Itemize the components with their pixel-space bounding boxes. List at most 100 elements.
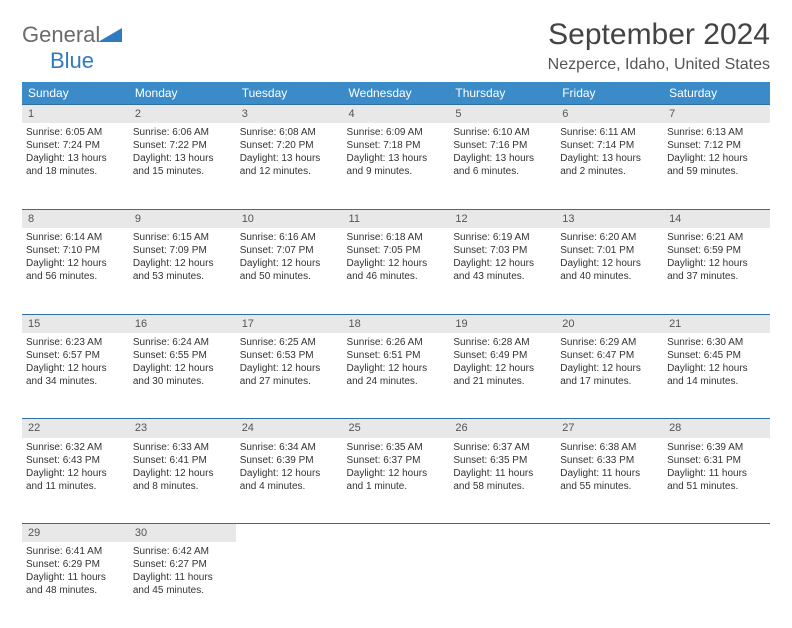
day-number: 15 <box>22 314 129 333</box>
day-sunset: Sunset: 7:01 PM <box>560 244 659 257</box>
day-day1: Daylight: 11 hours <box>560 467 659 480</box>
day-sunrise: Sunrise: 6:33 AM <box>133 441 232 454</box>
logo-text: General Blue <box>22 22 122 74</box>
day-cell: Sunrise: 6:41 AMSunset: 6:29 PMDaylight:… <box>22 542 129 628</box>
day-sunrise: Sunrise: 6:32 AM <box>26 441 125 454</box>
day-number: 23 <box>129 419 236 438</box>
week-content-row: Sunrise: 6:32 AMSunset: 6:43 PMDaylight:… <box>22 438 770 524</box>
day-sunset: Sunset: 7:07 PM <box>240 244 339 257</box>
day-cell: Sunrise: 6:37 AMSunset: 6:35 PMDaylight:… <box>449 438 556 524</box>
day-number <box>556 524 663 543</box>
day-number: 24 <box>236 419 343 438</box>
day-day2: and 27 minutes. <box>240 375 339 388</box>
day-day2: and 2 minutes. <box>560 165 659 178</box>
day-cell: Sunrise: 6:30 AMSunset: 6:45 PMDaylight:… <box>663 333 770 419</box>
day-day1: Daylight: 12 hours <box>347 362 446 375</box>
page-subtitle: Nezperce, Idaho, United States <box>548 56 770 74</box>
day-day2: and 18 minutes. <box>26 165 125 178</box>
day-day2: and 11 minutes. <box>26 480 125 493</box>
day-sunset: Sunset: 6:55 PM <box>133 349 232 362</box>
day-cell: Sunrise: 6:13 AMSunset: 7:12 PMDaylight:… <box>663 123 770 209</box>
day-number: 9 <box>129 209 236 228</box>
day-sunset: Sunset: 6:45 PM <box>667 349 766 362</box>
day-sunset: Sunset: 7:10 PM <box>26 244 125 257</box>
day-sunrise: Sunrise: 6:19 AM <box>453 231 552 244</box>
day-number: 26 <box>449 419 556 438</box>
day-day1: Daylight: 12 hours <box>347 257 446 270</box>
day-sunset: Sunset: 6:57 PM <box>26 349 125 362</box>
day-number <box>343 524 450 543</box>
day-day2: and 21 minutes. <box>453 375 552 388</box>
day-sunrise: Sunrise: 6:42 AM <box>133 545 232 558</box>
day-sunrise: Sunrise: 6:08 AM <box>240 126 339 139</box>
day-number: 5 <box>449 105 556 124</box>
day-day2: and 45 minutes. <box>133 584 232 597</box>
day-number: 11 <box>343 209 450 228</box>
day-header-row: SundayMondayTuesdayWednesdayThursdayFrid… <box>22 82 770 105</box>
day-cell <box>343 542 450 628</box>
day-day1: Daylight: 13 hours <box>560 152 659 165</box>
day-number: 4 <box>343 105 450 124</box>
week-content-row: Sunrise: 6:41 AMSunset: 6:29 PMDaylight:… <box>22 542 770 628</box>
day-sunset: Sunset: 6:29 PM <box>26 558 125 571</box>
day-cell: Sunrise: 6:11 AMSunset: 7:14 PMDaylight:… <box>556 123 663 209</box>
day-number <box>663 524 770 543</box>
day-sunrise: Sunrise: 6:24 AM <box>133 336 232 349</box>
day-sunset: Sunset: 7:16 PM <box>453 139 552 152</box>
day-number: 3 <box>236 105 343 124</box>
day-sunrise: Sunrise: 6:05 AM <box>26 126 125 139</box>
day-day1: Daylight: 12 hours <box>453 362 552 375</box>
day-number <box>449 524 556 543</box>
day-day2: and 6 minutes. <box>453 165 552 178</box>
day-sunrise: Sunrise: 6:10 AM <box>453 126 552 139</box>
day-day1: Daylight: 13 hours <box>453 152 552 165</box>
day-cell: Sunrise: 6:24 AMSunset: 6:55 PMDaylight:… <box>129 333 236 419</box>
week-daynum-row: 22232425262728 <box>22 419 770 438</box>
day-day2: and 15 minutes. <box>133 165 232 178</box>
day-cell: Sunrise: 6:16 AMSunset: 7:07 PMDaylight:… <box>236 228 343 314</box>
day-cell: Sunrise: 6:14 AMSunset: 7:10 PMDaylight:… <box>22 228 129 314</box>
day-day1: Daylight: 11 hours <box>133 571 232 584</box>
day-header: Tuesday <box>236 82 343 105</box>
day-day2: and 14 minutes. <box>667 375 766 388</box>
day-sunset: Sunset: 7:20 PM <box>240 139 339 152</box>
day-sunrise: Sunrise: 6:23 AM <box>26 336 125 349</box>
day-day2: and 40 minutes. <box>560 270 659 283</box>
day-sunset: Sunset: 7:14 PM <box>560 139 659 152</box>
day-sunrise: Sunrise: 6:14 AM <box>26 231 125 244</box>
day-number: 8 <box>22 209 129 228</box>
day-day2: and 58 minutes. <box>453 480 552 493</box>
logo-triangle-icon <box>98 26 122 44</box>
page-title: September 2024 <box>548 18 770 52</box>
day-sunset: Sunset: 7:03 PM <box>453 244 552 257</box>
day-day2: and 55 minutes. <box>560 480 659 493</box>
day-cell: Sunrise: 6:08 AMSunset: 7:20 PMDaylight:… <box>236 123 343 209</box>
day-sunset: Sunset: 7:12 PM <box>667 139 766 152</box>
day-number: 17 <box>236 314 343 333</box>
day-day2: and 24 minutes. <box>347 375 446 388</box>
day-number: 2 <box>129 105 236 124</box>
day-number: 10 <box>236 209 343 228</box>
day-cell: Sunrise: 6:10 AMSunset: 7:16 PMDaylight:… <box>449 123 556 209</box>
day-sunset: Sunset: 7:18 PM <box>347 139 446 152</box>
day-day1: Daylight: 12 hours <box>240 257 339 270</box>
day-day1: Daylight: 12 hours <box>667 152 766 165</box>
day-sunrise: Sunrise: 6:09 AM <box>347 126 446 139</box>
day-number: 22 <box>22 419 129 438</box>
week-content-row: Sunrise: 6:23 AMSunset: 6:57 PM Daylight:… <box>22 333 770 419</box>
day-sunset: Sunset: 6:49 PM <box>453 349 552 362</box>
day-day1: Daylight: 12 hours <box>667 362 766 375</box>
day-cell <box>556 542 663 628</box>
day-sunrise: Sunrise: 6:06 AM <box>133 126 232 139</box>
day-cell: Sunrise: 6:28 AMSunset: 6:49 PMDaylight:… <box>449 333 556 419</box>
day-sunset: Sunset: 6:31 PM <box>667 454 766 467</box>
day-day1: Daylight: 12 hours <box>560 362 659 375</box>
day-day1: Daylight: 13 hours <box>240 152 339 165</box>
day-number: 14 <box>663 209 770 228</box>
day-cell <box>663 542 770 628</box>
day-day2: and 56 minutes. <box>26 270 125 283</box>
day-day1: Daylight: 12 hours <box>133 257 232 270</box>
day-cell: Sunrise: 6:18 AMSunset: 7:05 PMDaylight:… <box>343 228 450 314</box>
header: General Blue September 2024 Nezperce, Id… <box>22 18 770 74</box>
day-day2: and 12 minutes. <box>240 165 339 178</box>
